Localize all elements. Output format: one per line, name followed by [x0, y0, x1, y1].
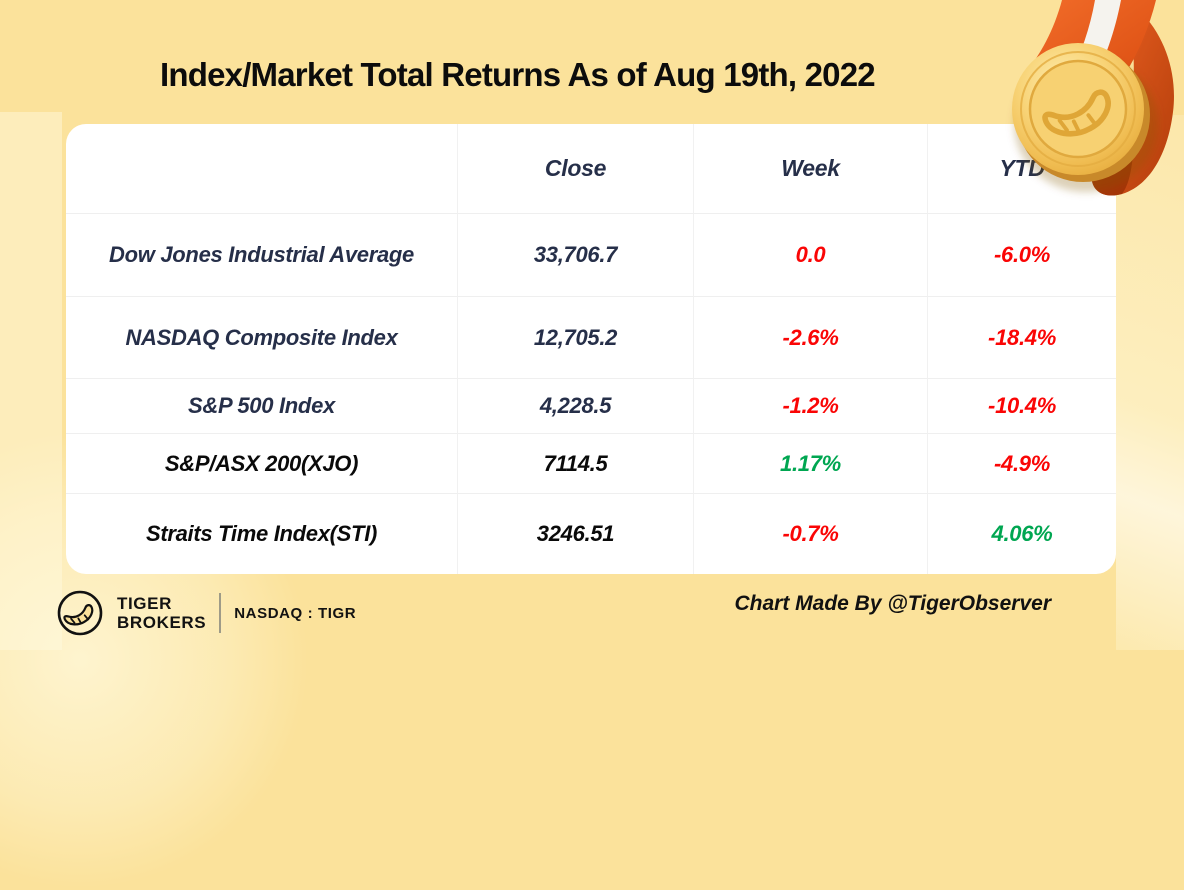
row-week-cell: 1.17% [694, 434, 928, 494]
header-week-cell: Week [694, 124, 928, 214]
row-week-cell: -2.6% [694, 297, 928, 379]
brand-line2: BROKERS [117, 613, 207, 632]
row-close-cell: 33,706.7 [458, 214, 694, 297]
brand-divider [219, 593, 222, 633]
tiger-brokers-logo-icon [57, 590, 103, 636]
page-title: Index/Market Total Returns As of Aug 19t… [160, 56, 876, 93]
medal-tiger-emblem [1042, 89, 1111, 137]
row-label-cell: S&P 500 Index [66, 379, 458, 434]
row-label-cell: Dow Jones Industrial Average [66, 214, 458, 297]
row-ytd-cell: -6.0% [928, 214, 1116, 297]
returns-table: Close Week YTD Dow Jones Industrial Aver… [66, 124, 1116, 574]
row-close-cell: 12,705.2 [458, 297, 694, 379]
nasdaq-ticker: NASDAQ : TIGR [234, 604, 357, 622]
row-label-cell: S&P/ASX 200(XJO) [66, 434, 458, 494]
brand-name: TIGER BROKERS [117, 594, 206, 632]
row-label-cell: Straits Time Index(STI) [66, 494, 458, 574]
row-ytd-cell: -10.4% [928, 379, 1116, 434]
row-close-cell: 7114.5 [458, 434, 694, 494]
row-label-cell: NASDAQ Composite Index [66, 297, 458, 379]
header-index-cell [66, 124, 458, 214]
row-week-cell: -0.7% [694, 494, 928, 574]
row-week-cell: -1.2% [694, 379, 928, 434]
brand-footer: TIGER BROKERS NASDAQ : TIGR [56, 588, 356, 638]
row-close-cell: 3246.51 [458, 494, 694, 574]
row-ytd-cell: -4.9% [928, 434, 1116, 494]
row-ytd-cell: -18.4% [928, 297, 1116, 379]
chart-credit: Chart Made By @TigerObserver [734, 592, 1051, 615]
gold-medal-icon [1012, 0, 1174, 196]
row-close-cell: 4,228.5 [458, 379, 694, 434]
row-ytd-cell: 4.06% [991, 521, 1053, 546]
header-close-cell: Close [458, 124, 694, 214]
brand-line1: TIGER [117, 594, 172, 613]
row-week-cell: 0.0 [694, 214, 928, 297]
background-right-band [1116, 115, 1184, 650]
